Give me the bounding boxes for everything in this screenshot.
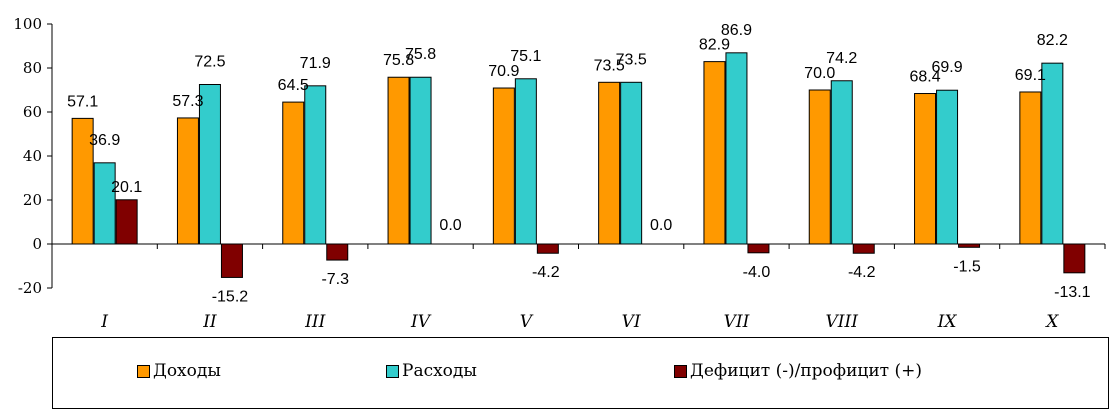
bar-series-0 (598, 81, 621, 245)
data-label-series-2: 0.0 (439, 217, 461, 234)
bar-series-0 (176, 117, 199, 245)
bar-series-1 (93, 162, 116, 245)
bar-series-1 (304, 85, 327, 245)
category-label: X (1044, 312, 1059, 332)
data-label-series-1: 75.1 (510, 48, 541, 65)
data-label-series-1: 72.5 (194, 54, 225, 71)
category-label: VII (724, 312, 750, 332)
bar-series-2 (747, 243, 770, 254)
data-label-series-2: -4.0 (743, 264, 771, 281)
data-label-series-0: 75.8 (383, 52, 414, 69)
legend-label-income: Доходы (153, 361, 221, 381)
bar-series-1 (936, 89, 959, 245)
bar-series-2 (536, 243, 559, 254)
data-label-series-2: -4.2 (848, 264, 876, 281)
bar-series-2 (852, 243, 875, 254)
legend-item-income: Доходы (137, 361, 221, 381)
data-labels: 57.1 57.3 64.5 75.8 70.9 73.5 82.9 70.0 68.4 69.1… (67, 22, 1091, 306)
bars (71, 52, 1086, 278)
data-label-series-0: 70.0 (804, 65, 835, 82)
legend-swatch-expenses (386, 364, 399, 378)
bar-series-0 (492, 87, 515, 245)
category-label: VI (622, 312, 641, 332)
y-tick-label: 60 (23, 103, 42, 121)
legend-label-balance: Дефицит (-)/профицит (+) (690, 361, 922, 381)
data-label-series-1: 36.9 (89, 132, 120, 149)
bar-series-1 (620, 81, 643, 245)
category-label: I (100, 312, 108, 332)
data-label-series-1: 71.9 (300, 55, 331, 72)
category-label: VIII (826, 312, 859, 332)
bar-series-1 (514, 78, 537, 245)
y-tick-label: 0 (32, 235, 42, 253)
data-label-series-0: 70.9 (488, 63, 519, 80)
bar-series-0 (914, 93, 937, 245)
bar-series-0 (282, 101, 305, 245)
data-label-series-2: -7.3 (321, 271, 349, 288)
data-label-series-0: 68.4 (909, 69, 940, 86)
category-label: V (520, 312, 534, 332)
bar-series-1 (725, 52, 748, 245)
data-label-series-1: 74.2 (826, 50, 857, 67)
bar-series-0 (387, 76, 410, 245)
data-label-series-1: 86.9 (721, 22, 752, 39)
data-label-series-2: -1.5 (953, 258, 981, 275)
bar-series-2 (115, 199, 138, 245)
legend-swatch-income (137, 364, 150, 378)
legend: Доходы Расходы Дефицит (-)/профицит (+) (52, 337, 1109, 409)
data-label-series-2: -15.2 (212, 288, 249, 305)
legend-swatch-balance (674, 364, 687, 378)
bar-series-0 (1019, 91, 1042, 245)
category-label: IX (937, 312, 958, 332)
y-tick-label: 40 (23, 147, 42, 165)
bar-series-0 (703, 61, 726, 245)
bar-series-2 (220, 243, 243, 278)
bar-series-0 (808, 89, 831, 245)
data-label-series-0: 64.5 (278, 77, 309, 94)
data-label-series-0: 82.9 (699, 37, 730, 54)
data-label-series-2: 20.1 (111, 179, 142, 196)
bar-series-1 (198, 84, 221, 245)
bar-series-2 (326, 243, 349, 261)
data-label-series-2: -13.1 (1054, 284, 1091, 301)
y-tick-label: 20 (23, 191, 42, 209)
data-label-series-1: 69.9 (931, 59, 962, 76)
data-label-series-0: 73.5 (594, 57, 625, 74)
data-label-series-1: 73.5 (616, 51, 647, 68)
data-label-series-0: 57.3 (172, 93, 203, 110)
data-label-series-1: 75.8 (405, 46, 436, 63)
data-label-series-2: -4.2 (532, 264, 560, 281)
bar-series-2 (958, 243, 981, 248)
data-label-series-2: 0.0 (650, 217, 672, 234)
category-label: IV (410, 312, 432, 332)
category-label: II (202, 312, 217, 332)
y-tick-label: -20 (18, 279, 42, 297)
y-tick-label: 80 (23, 59, 42, 77)
bar-series-1 (830, 80, 853, 245)
bar-series-2 (1063, 243, 1086, 274)
data-label-series-0: 69.1 (1015, 67, 1046, 84)
legend-item-expenses: Расходы (386, 361, 477, 381)
legend-label-expenses: Расходы (402, 361, 477, 381)
data-label-series-0: 57.1 (67, 93, 98, 110)
bar-series-1 (409, 76, 432, 245)
bar-series-1 (1041, 62, 1064, 245)
category-label: III (304, 312, 325, 332)
bar-series-0 (71, 117, 94, 245)
y-tick-label: 100 (13, 15, 42, 33)
legend-item-balance: Дефицит (-)/профицит (+) (674, 361, 922, 381)
data-label-series-1: 82.2 (1037, 32, 1068, 49)
